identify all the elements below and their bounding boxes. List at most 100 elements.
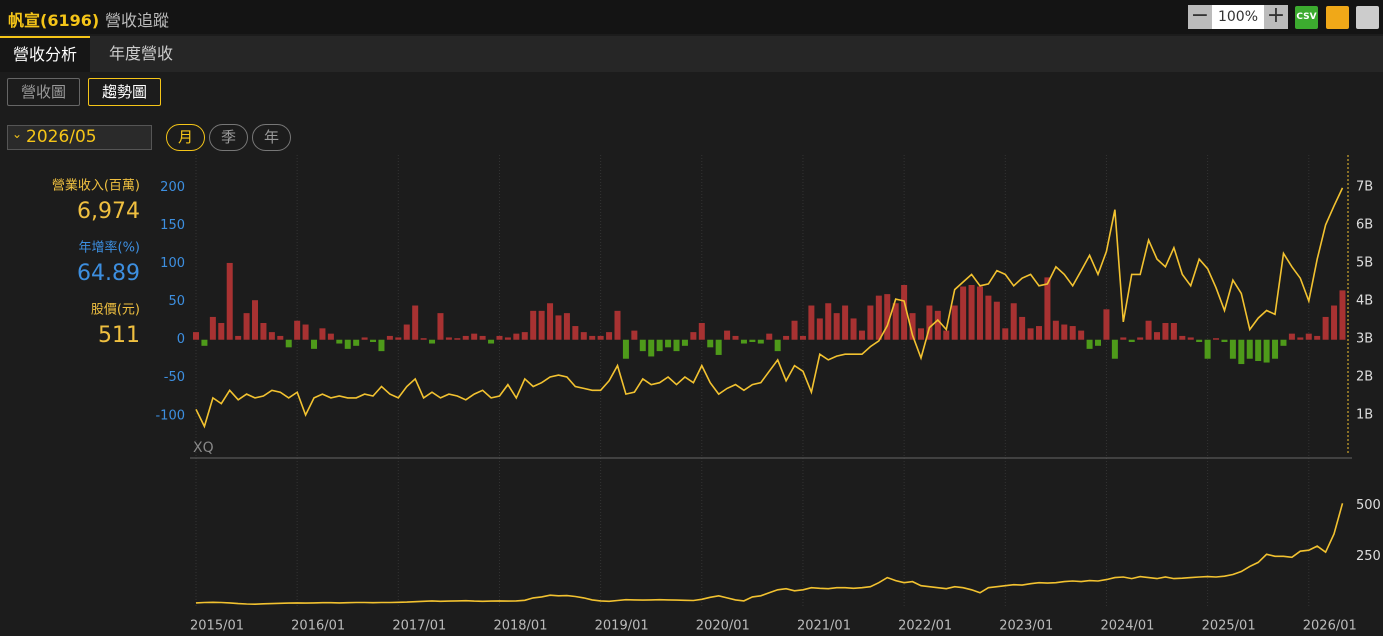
- bar: [1052, 320, 1059, 340]
- zoom-in[interactable]: +: [1264, 5, 1288, 29]
- bar: [226, 262, 233, 340]
- bar: [1213, 338, 1220, 340]
- stat-label: 營業收入(百萬): [52, 178, 140, 194]
- stat-value: 64.89: [77, 261, 140, 286]
- y-tick-label: 100: [160, 256, 185, 271]
- bar: [445, 337, 452, 340]
- bar: [1154, 332, 1161, 340]
- bar: [976, 286, 983, 340]
- bar: [386, 335, 393, 340]
- bar: [597, 335, 604, 340]
- view-button-active[interactable]: 趨勢圖: [88, 78, 161, 106]
- bar: [563, 313, 570, 340]
- stat-value: 6,974: [77, 199, 140, 224]
- bar: [867, 305, 874, 340]
- bar: [201, 339, 208, 346]
- bar: [1263, 339, 1270, 363]
- x-tick-label: 2026/01: [1303, 619, 1357, 634]
- csv-button[interactable]: CSV: [1295, 6, 1318, 29]
- bar: [530, 310, 537, 340]
- bar: [1036, 326, 1042, 340]
- bar: [892, 303, 899, 340]
- bar: [858, 330, 865, 340]
- bar: [951, 305, 958, 340]
- bar: [1010, 303, 1017, 340]
- period-button[interactable]: 季: [209, 124, 248, 151]
- bar: [1162, 323, 1169, 340]
- y-tick-label: 500: [1356, 498, 1381, 513]
- bar: [1069, 326, 1076, 340]
- y2-tick-label: 6B: [1356, 217, 1373, 232]
- bar: [749, 339, 756, 343]
- bar: [1019, 316, 1026, 340]
- bar: [235, 335, 242, 340]
- bar: [732, 335, 739, 340]
- bar: [479, 335, 486, 340]
- bar: [1272, 339, 1279, 359]
- y-tick-label: -50: [164, 370, 185, 385]
- bar: [193, 332, 199, 340]
- bar: [285, 339, 292, 348]
- bar: [1128, 339, 1135, 343]
- lock-button[interactable]: [1326, 6, 1349, 29]
- zoom-out[interactable]: −: [1188, 5, 1212, 29]
- y2-tick-label: 3B: [1356, 331, 1373, 346]
- bar: [1196, 339, 1203, 343]
- bar: [302, 324, 309, 340]
- bar: [631, 330, 638, 340]
- bar: [665, 339, 672, 348]
- print-button[interactable]: [1356, 6, 1379, 29]
- bar: [715, 339, 722, 355]
- y-tick-label: 250: [1356, 549, 1381, 564]
- zoom-control: − 100% +: [1188, 5, 1288, 29]
- x-tick-label: 2025/01: [1202, 619, 1256, 634]
- x-tick-label: 2024/01: [1100, 619, 1154, 634]
- view-button[interactable]: 營收圖: [7, 78, 80, 106]
- x-tick-label: 2021/01: [797, 619, 851, 634]
- bar: [1322, 316, 1329, 340]
- y2-tick-label: 2B: [1356, 369, 1373, 384]
- bar: [1238, 339, 1245, 365]
- bar: [673, 339, 680, 352]
- bar: [698, 323, 705, 340]
- bar: [960, 286, 967, 340]
- bar: [1339, 290, 1346, 340]
- bar: [926, 305, 933, 340]
- bar: [462, 335, 469, 340]
- bar: [842, 305, 849, 340]
- bar: [454, 338, 461, 340]
- y2-tick-label: 4B: [1356, 293, 1373, 308]
- bar: [504, 337, 511, 340]
- bar: [420, 338, 427, 340]
- bar: [791, 320, 798, 340]
- bar: [1288, 333, 1295, 340]
- period-button-active[interactable]: 月: [166, 124, 205, 151]
- bar: [783, 335, 790, 340]
- x-tick-label: 2023/01: [999, 619, 1053, 634]
- bar: [488, 339, 495, 344]
- tab-active[interactable]: 營收分析: [0, 36, 90, 72]
- bar: [656, 339, 663, 352]
- stat-label: 股價(元): [91, 303, 140, 318]
- bar: [370, 339, 377, 343]
- bar: [361, 337, 368, 340]
- bar: [681, 339, 688, 346]
- period-button[interactable]: 年: [252, 124, 291, 151]
- bar: [1103, 309, 1110, 340]
- bar: [294, 320, 301, 340]
- bar: [336, 339, 343, 344]
- bar: [538, 310, 545, 340]
- bar: [968, 284, 975, 340]
- bar: [917, 328, 924, 340]
- bar: [471, 333, 478, 340]
- bar: [1061, 324, 1068, 340]
- bar: [260, 323, 267, 340]
- tab[interactable]: 年度營收: [108, 44, 173, 63]
- bar: [943, 330, 950, 340]
- bar: [1002, 328, 1009, 340]
- bar: [1280, 339, 1287, 346]
- date-select[interactable]: ⌄ 2026/05: [7, 125, 152, 150]
- bar: [327, 333, 334, 340]
- x-tick-label: 2020/01: [696, 619, 750, 634]
- bar: [1078, 330, 1085, 340]
